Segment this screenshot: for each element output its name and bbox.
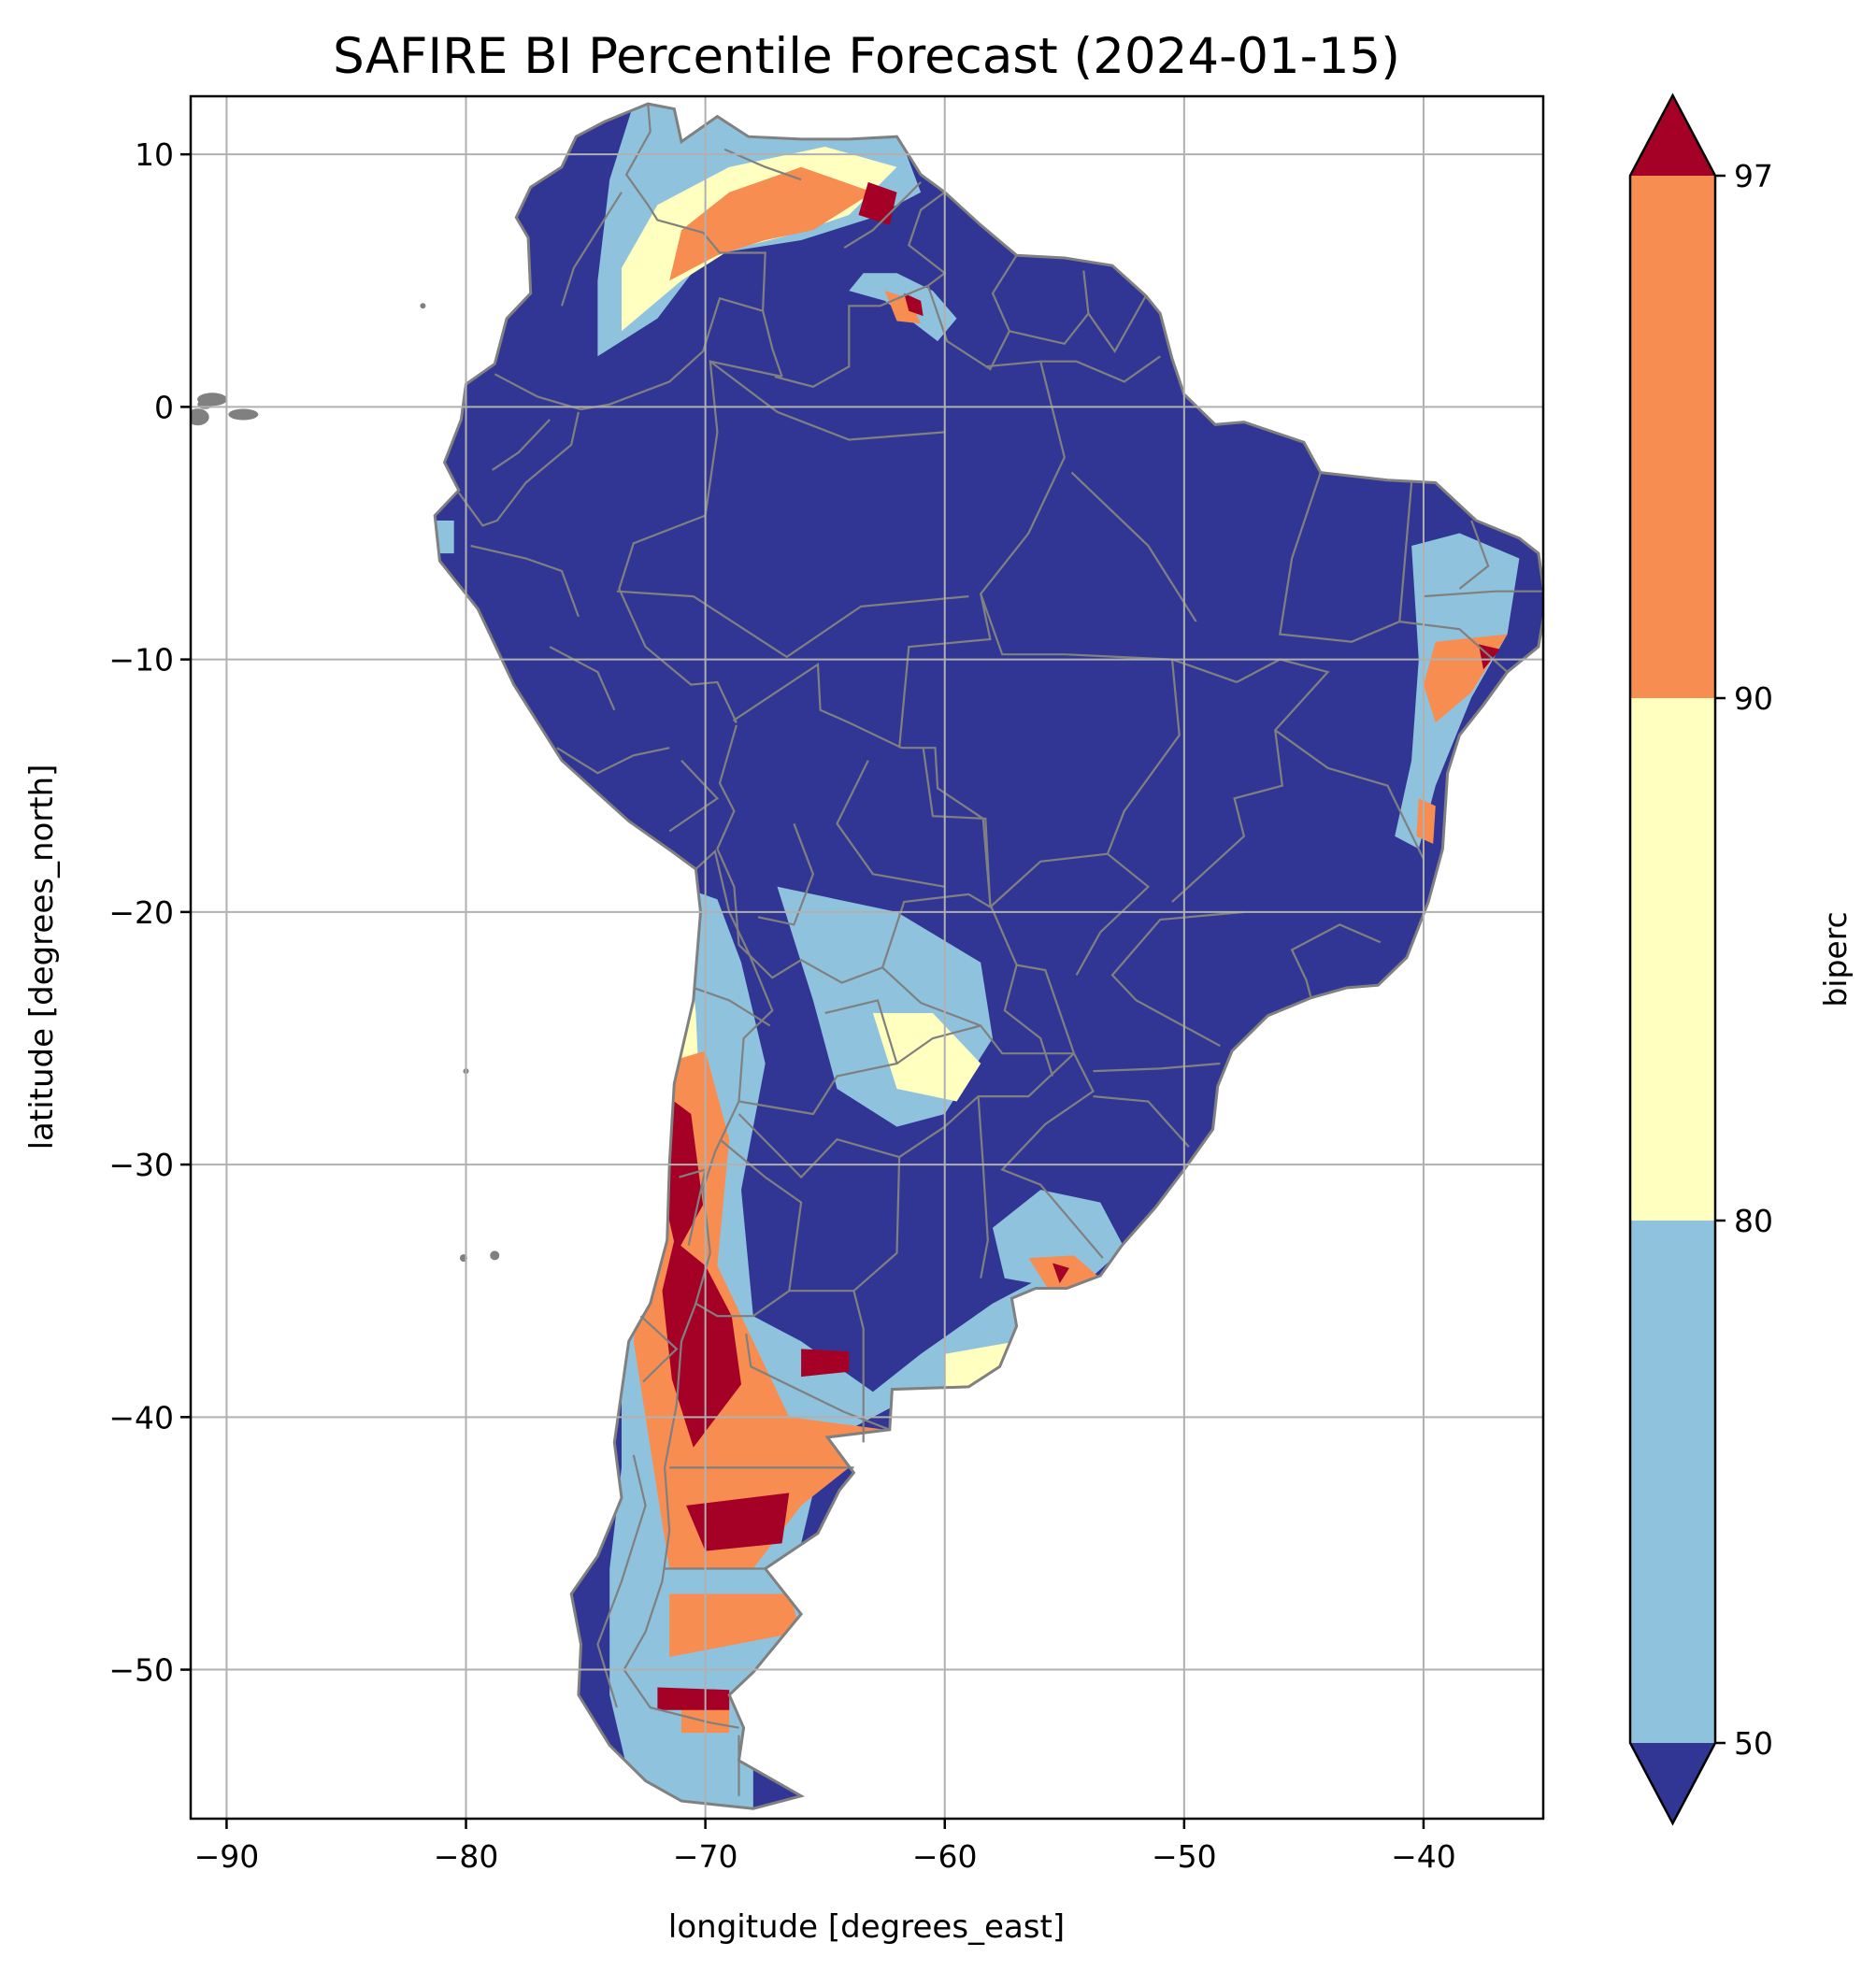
percentile-patch [669, 1593, 802, 1657]
y-axis: 10 0 −10 −20 −30 −40 −50 [108, 136, 191, 1689]
map-gridlines [191, 96, 1543, 1819]
percentile-patch [904, 293, 924, 317]
border-line [774, 191, 947, 388]
island [490, 1250, 500, 1261]
y-tick-label: 10 [135, 136, 174, 173]
map-plot: −90 −80 −70 −60 −50 −40 10 0 −10 −20 −30 −40 −50 lo… [23, 94, 1545, 1946]
percentile-patch [1416, 798, 1436, 844]
border-line [1274, 729, 1425, 860]
x-axis-label: longitude [degrees_east] [668, 1908, 1065, 1946]
percentile-patch [669, 1417, 873, 1468]
x-axis: −90 −80 −70 −60 −50 −40 [194, 1819, 1456, 1875]
percentile-patch [993, 1190, 1124, 1292]
border-line [895, 1024, 981, 1064]
colorbar-label: biperc [1817, 911, 1854, 1007]
border-line [719, 1138, 803, 1292]
continent-coastline [433, 102, 1543, 1810]
border-line [668, 759, 720, 833]
percentile-patch [1053, 1263, 1069, 1284]
border-line [1003, 964, 1054, 1077]
admin-borders [457, 104, 1543, 1796]
border-line [985, 355, 1161, 383]
colorbar-extend-low [1630, 1743, 1715, 1823]
border-line [618, 360, 1104, 1259]
x-tick-label: −40 [1391, 1838, 1456, 1875]
border-line [616, 590, 969, 659]
border-line [1087, 294, 1147, 353]
colorbar: 50 80 90 97 biperc [1628, 93, 1854, 1826]
border-line [1290, 923, 1382, 998]
border-line [470, 544, 580, 618]
x-tick-label: −50 [1152, 1838, 1217, 1875]
border-line [1399, 621, 1509, 673]
colorbar-tick-label: 90 [1734, 680, 1773, 717]
x-tick-label: −90 [194, 1838, 260, 1875]
border-line [1458, 520, 1490, 590]
y-tick-label: −50 [108, 1652, 174, 1689]
border-line [1423, 590, 1543, 598]
border-line [843, 181, 922, 250]
border-line [709, 360, 945, 441]
percentile-patch [884, 291, 922, 324]
island [191, 408, 209, 426]
border-line [1171, 658, 1330, 903]
border-line [580, 296, 764, 411]
border-line [745, 1333, 891, 1431]
border-line [836, 760, 945, 888]
border-line [492, 419, 551, 471]
border-line [1279, 472, 1413, 643]
percentile-field [435, 104, 1543, 1809]
y-axis-label: latitude [degrees_north] [23, 764, 61, 1150]
border-line [1070, 471, 1197, 622]
y-tick-label: −40 [108, 1399, 174, 1435]
border-line [639, 1315, 679, 1383]
y-tick-label: −30 [108, 1147, 174, 1183]
plot-frame [189, 94, 1545, 1821]
y-tick-label: −10 [108, 642, 174, 678]
percentile-patch [686, 1493, 790, 1551]
border-line [738, 1052, 1075, 1179]
border-line [494, 373, 581, 411]
border-line [560, 192, 623, 307]
island [228, 408, 259, 421]
colorbar-tick-label: 50 [1734, 1725, 1773, 1762]
colorbar-segment [1630, 698, 1715, 1221]
border-line [1009, 270, 1090, 346]
border-line [977, 1096, 989, 1278]
percentile-patch [872, 1013, 981, 1102]
y-tick-label: 0 [154, 389, 174, 425]
border-line [1093, 1095, 1190, 1148]
border-line [989, 852, 1109, 908]
border-line [695, 1290, 854, 1318]
y-tick-label: −20 [108, 894, 174, 931]
colorbar-extend-high [1630, 95, 1715, 176]
border-line [738, 999, 898, 1116]
colorbar-segment [1630, 176, 1715, 698]
border-line [556, 747, 670, 775]
border-line [980, 593, 1238, 683]
colorbar-tick-label: 97 [1734, 158, 1773, 194]
percentile-patch [662, 1240, 741, 1448]
colorbar-segment [1630, 1221, 1715, 1743]
border-line [757, 822, 815, 926]
border-line [596, 1454, 647, 1708]
offshore-islands [191, 303, 500, 1263]
island [420, 303, 426, 309]
border-line [1110, 910, 1244, 1048]
border-line [624, 104, 783, 378]
percentile-patch [801, 1349, 850, 1378]
border-line [1093, 1062, 1221, 1073]
border-line [549, 646, 616, 711]
x-tick-label: −70 [673, 1838, 738, 1875]
percentile-patch [609, 886, 1077, 1809]
border-line [457, 411, 580, 527]
x-tick-label: −80 [434, 1838, 499, 1875]
border-line [716, 724, 992, 984]
chart-title: SAFIRE BI Percentile Forecast (2024-01-1… [333, 28, 1400, 85]
percentile-patch [657, 1687, 730, 1710]
x-tick-label: −60 [912, 1838, 978, 1875]
percentile-patch [1028, 1255, 1101, 1296]
colorbar-tick-label: 80 [1734, 1203, 1773, 1239]
